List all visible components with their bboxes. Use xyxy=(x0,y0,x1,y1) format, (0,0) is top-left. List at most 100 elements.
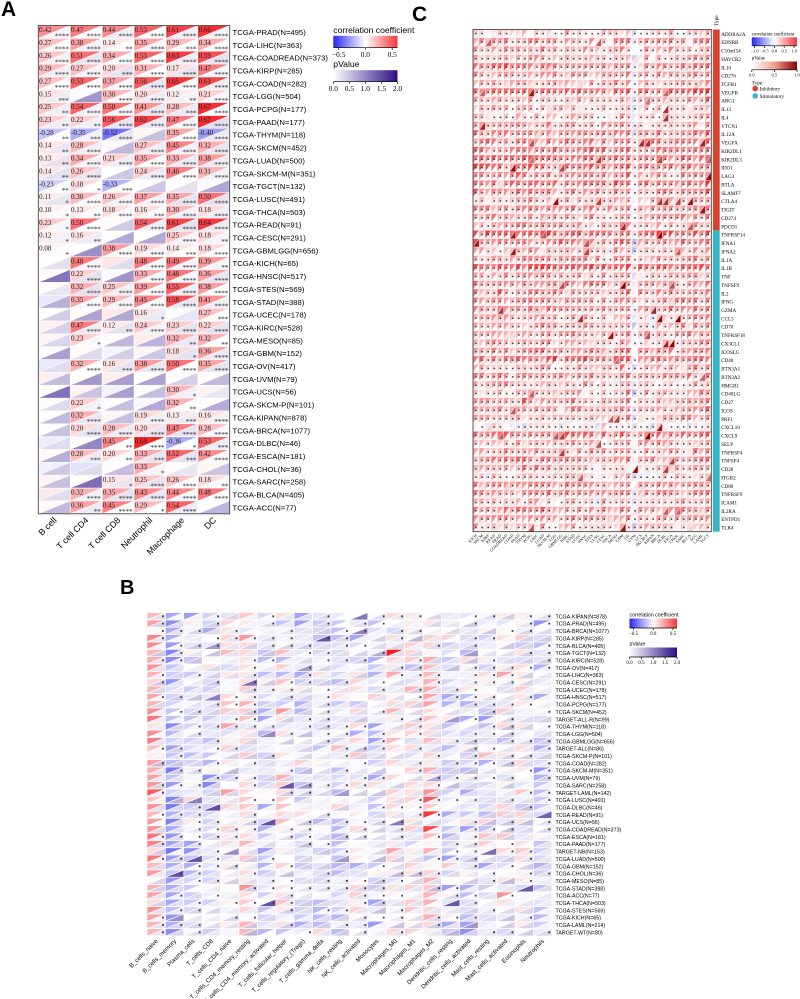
svg-text:0.12: 0.12 xyxy=(103,322,116,330)
svg-text:TNFSF4: TNFSF4 xyxy=(721,459,739,465)
svg-text:-0.52: -0.52 xyxy=(103,129,118,137)
svg-text:0.19: 0.19 xyxy=(135,245,148,253)
svg-text:0.35: 0.35 xyxy=(199,360,212,368)
svg-text:TNF: TNF xyxy=(721,275,731,281)
svg-text:****: **** xyxy=(182,430,196,439)
svg-text:****: **** xyxy=(182,481,196,490)
svg-text:TCGA-KICH(N=65): TCGA-KICH(N=65) xyxy=(233,259,299,268)
svg-text:0.39: 0.39 xyxy=(199,257,212,265)
svg-text:****: **** xyxy=(55,57,69,66)
svg-text:****: **** xyxy=(150,224,164,233)
svg-text:****: **** xyxy=(182,135,196,144)
svg-text:***: *** xyxy=(122,186,133,195)
svg-text:0.50: 0.50 xyxy=(71,219,84,227)
svg-text:**: ** xyxy=(94,122,101,131)
svg-text:****: **** xyxy=(119,289,133,298)
svg-text:TARGET-WT(N=80): TARGET-WT(N=80) xyxy=(556,930,603,936)
svg-text:****: **** xyxy=(182,237,196,246)
svg-text:***: *** xyxy=(122,70,133,79)
svg-text:TCGA-SKCM(N=452): TCGA-SKCM(N=452) xyxy=(556,710,607,716)
svg-text:1.5: 1.5 xyxy=(377,84,387,93)
svg-text:****: **** xyxy=(214,96,228,105)
svg-text:****: **** xyxy=(182,289,196,298)
svg-text:GZMA: GZMA xyxy=(721,308,736,314)
svg-text:Stimulatory: Stimulatory xyxy=(760,94,785,100)
svg-text:****: **** xyxy=(182,494,196,503)
svg-text:PRAD: PRAD xyxy=(491,533,502,544)
svg-text:0.28: 0.28 xyxy=(199,424,212,432)
svg-text:0.29: 0.29 xyxy=(39,65,52,73)
svg-text:*: * xyxy=(193,392,197,401)
svg-text:0.31: 0.31 xyxy=(199,167,212,175)
svg-text:0.51: 0.51 xyxy=(71,52,84,60)
svg-text:0.25: 0.25 xyxy=(167,232,180,240)
svg-text:0.24: 0.24 xyxy=(135,167,148,175)
svg-text:LUAD: LUAD xyxy=(533,533,545,545)
svg-text:ACC: ACC xyxy=(688,533,698,543)
svg-text:****: **** xyxy=(87,147,101,156)
svg-text:****: **** xyxy=(214,430,228,439)
svg-text:0.47: 0.47 xyxy=(167,424,180,432)
svg-text:****: **** xyxy=(119,109,133,118)
svg-text:BTN3A1: BTN3A1 xyxy=(721,367,740,373)
svg-text:0.32: 0.32 xyxy=(199,335,212,343)
svg-text:TCGA-COADREAD(N=373): TCGA-COADREAD(N=373) xyxy=(556,828,622,834)
svg-text:TGCT: TGCT xyxy=(699,533,711,545)
svg-text:0.20: 0.20 xyxy=(135,90,148,98)
svg-text:****: **** xyxy=(214,353,228,362)
svg-text:ADORA2A: ADORA2A xyxy=(721,32,746,38)
svg-text:****: **** xyxy=(214,366,228,375)
svg-text:TCGA-PCPG(N=177): TCGA-PCPG(N=177) xyxy=(556,703,607,709)
svg-text:0.30: 0.30 xyxy=(167,206,180,214)
svg-text:TCGA-LUAD(N=500): TCGA-LUAD(N=500) xyxy=(233,156,306,165)
svg-text:0.14: 0.14 xyxy=(103,39,116,47)
svg-text:0.37: 0.37 xyxy=(103,78,116,86)
svg-text:TCGA-UVM(N=79): TCGA-UVM(N=79) xyxy=(233,375,298,384)
svg-text:IL1A: IL1A xyxy=(721,258,732,264)
svg-text:****: **** xyxy=(87,70,101,79)
svg-text:0.21: 0.21 xyxy=(199,90,212,98)
svg-text:****: **** xyxy=(214,57,228,66)
svg-text:****: **** xyxy=(182,160,196,169)
svg-text:0.20: 0.20 xyxy=(135,424,148,432)
svg-text:CD276: CD276 xyxy=(721,74,736,80)
svg-text:Type:: Type: xyxy=(752,81,764,87)
svg-text:IFNA1: IFNA1 xyxy=(721,241,736,247)
svg-text:BLCA: BLCA xyxy=(680,533,691,544)
svg-text:0.23: 0.23 xyxy=(167,322,180,330)
svg-text:****: **** xyxy=(150,57,164,66)
svg-text:0.14: 0.14 xyxy=(39,167,52,175)
svg-text:***: *** xyxy=(186,250,197,259)
svg-text:****: **** xyxy=(150,430,164,439)
svg-text:TCGA-HNSC(N=517): TCGA-HNSC(N=517) xyxy=(233,272,307,281)
svg-text:***: *** xyxy=(122,366,133,375)
svg-text:CD27: CD27 xyxy=(721,400,734,406)
svg-text:0.16: 0.16 xyxy=(135,206,148,214)
svg-text:****: **** xyxy=(119,494,133,503)
svg-text:*: * xyxy=(97,186,101,195)
svg-text:-0.33: -0.33 xyxy=(103,180,118,188)
svg-text:****: **** xyxy=(119,83,133,92)
svg-text:****: **** xyxy=(182,32,196,41)
svg-text:0.14: 0.14 xyxy=(39,142,52,150)
svg-text:KICH: KICH xyxy=(467,533,478,544)
svg-text:0.23: 0.23 xyxy=(39,219,52,227)
svg-text:0.16: 0.16 xyxy=(103,360,116,368)
svg-text:correlation coefficient: correlation coefficient xyxy=(752,32,795,37)
svg-text:COAD: COAD xyxy=(503,533,515,545)
svg-text:TCGA-UCS(N=56): TCGA-UCS(N=56) xyxy=(556,820,600,826)
svg-text:TCGA-KIRP(N=285): TCGA-KIRP(N=285) xyxy=(233,67,303,76)
svg-text:****: **** xyxy=(150,417,164,426)
svg-text:0.48: 0.48 xyxy=(71,257,84,265)
svg-text:****: **** xyxy=(182,302,196,311)
svg-text:IL13: IL13 xyxy=(721,107,731,113)
svg-text:0.53: 0.53 xyxy=(71,78,84,86)
svg-text:0.47: 0.47 xyxy=(199,65,212,73)
svg-text:0.32: 0.32 xyxy=(71,360,84,368)
svg-text:0.42: 0.42 xyxy=(199,450,212,458)
svg-text:0.18: 0.18 xyxy=(167,347,180,355)
svg-text:0.5: 0.5 xyxy=(772,73,778,78)
svg-text:LGG: LGG xyxy=(548,533,558,543)
svg-text:EDNRB: EDNRB xyxy=(721,40,739,46)
svg-text:TGFB1: TGFB1 xyxy=(721,82,737,88)
